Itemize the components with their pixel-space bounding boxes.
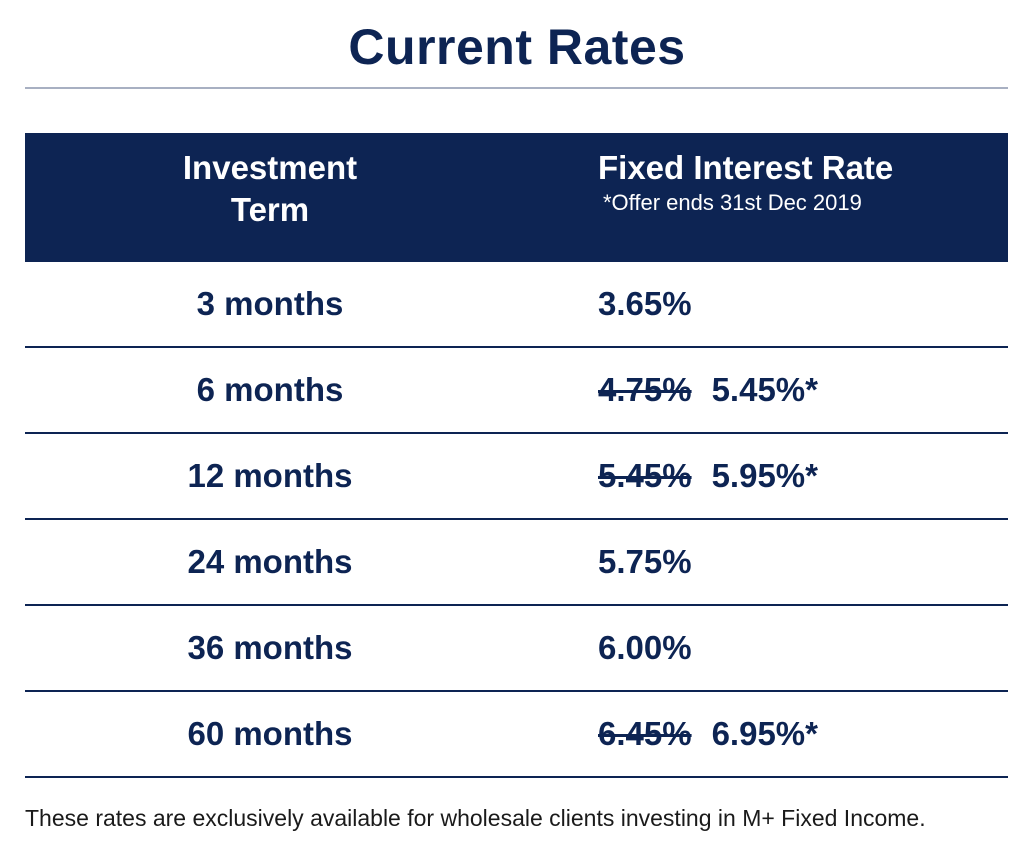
row-new-rate: 5.95%* <box>711 457 818 494</box>
page-title: Current Rates <box>348 19 686 75</box>
header-fixed-interest-rate: Fixed Interest Rate <box>598 149 894 186</box>
row-new-rate: 3.65% <box>598 285 692 322</box>
table-row: 60 months 6.45% 6.95%* <box>25 692 1008 778</box>
row-new-rate: 5.75% <box>598 543 692 580</box>
row-old-rate: 6.45% <box>598 715 692 752</box>
title-divider <box>25 87 1008 89</box>
row-term: 12 months <box>187 457 353 494</box>
row-new-rate: 6.95%* <box>711 715 818 752</box>
table-row: 3 months 3.65% <box>25 262 1008 348</box>
row-term: 6 months <box>196 371 344 408</box>
row-rate: 5.75% <box>598 520 692 604</box>
header-offer-note: *Offer ends 31st Dec 2019 <box>603 190 862 215</box>
row-term: 36 months <box>187 629 353 666</box>
row-term: 3 months <box>196 285 344 322</box>
row-rate: 4.75% 5.45%* <box>598 348 818 432</box>
row-new-rate: 5.45%* <box>711 371 818 408</box>
row-term: 24 months <box>187 543 353 580</box>
table-row: 6 months 4.75% 5.45%* <box>25 348 1008 434</box>
row-term: 60 months <box>187 715 353 752</box>
row-rate: 6.45% 6.95%* <box>598 692 818 776</box>
footnote: These rates are exclusively available fo… <box>25 805 926 831</box>
table-header: Investment Term Fixed Interest Rate *Off… <box>25 133 1008 262</box>
header-investment-term: Investment Term <box>182 149 358 228</box>
row-rate: 6.00% <box>598 606 692 690</box>
row-new-rate: 6.00% <box>598 629 692 666</box>
row-old-rate: 4.75% <box>598 371 692 408</box>
table-row: 24 months 5.75% <box>25 520 1008 606</box>
row-rate: 3.65% <box>598 262 692 346</box>
row-rate: 5.45% 5.95%* <box>598 434 818 518</box>
table-row: 36 months 6.00% <box>25 606 1008 692</box>
table-row: 12 months 5.45% 5.95%* <box>25 434 1008 520</box>
row-old-rate: 5.45% <box>598 457 692 494</box>
